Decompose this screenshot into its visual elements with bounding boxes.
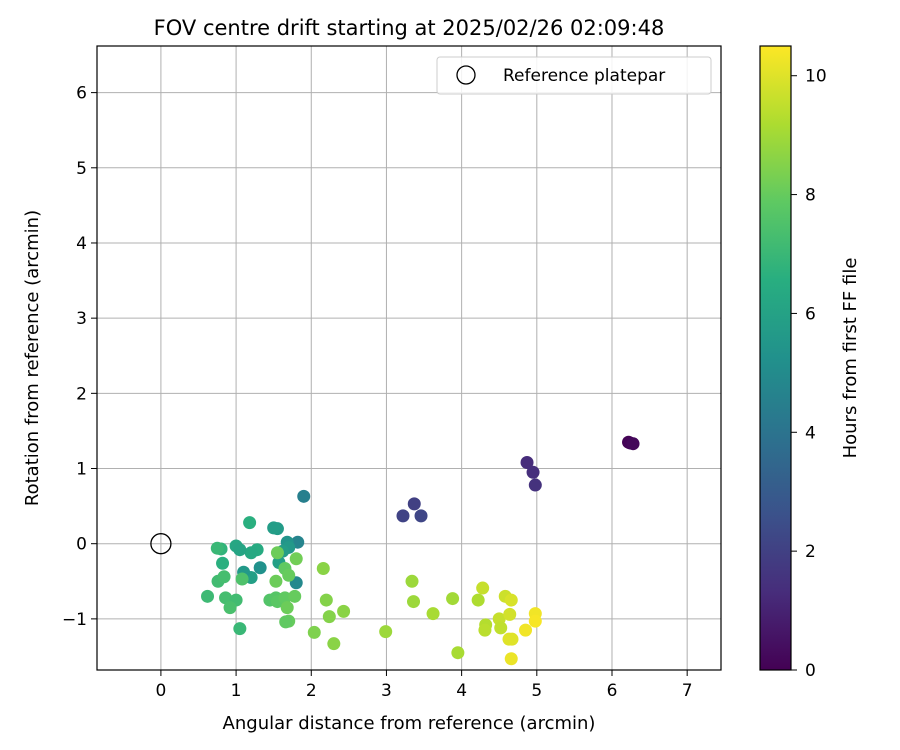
y-tick-label: −1 <box>62 610 87 630</box>
data-point <box>396 509 410 523</box>
data-point <box>407 595 421 609</box>
data-point <box>243 516 257 530</box>
x-tick-label: 1 <box>231 681 242 701</box>
data-point <box>327 637 341 651</box>
data-point <box>405 574 419 588</box>
y-tick-label: 2 <box>76 384 87 404</box>
data-points <box>201 435 640 666</box>
y-tick-label: 1 <box>76 460 87 480</box>
data-point <box>414 509 428 523</box>
data-point <box>451 646 465 660</box>
data-point <box>267 521 281 535</box>
x-tick-label: 3 <box>381 681 392 701</box>
data-point <box>216 556 230 570</box>
data-point <box>282 568 296 582</box>
reference-platepar-marker <box>150 533 172 555</box>
y-axis-label: Rotation from reference (arcmin) <box>22 210 43 506</box>
data-point <box>253 561 267 575</box>
colorbar-gradient <box>759 45 792 671</box>
colorbar-tick-label: 2 <box>805 542 816 562</box>
data-point <box>494 621 508 635</box>
x-tick-label: 6 <box>607 681 618 701</box>
data-point <box>503 607 517 621</box>
colorbar: 0 2 4 6 8 10 Hours from first FF file <box>759 45 861 681</box>
y-tick-label: 0 <box>76 535 87 555</box>
data-point <box>471 593 485 607</box>
data-point <box>478 623 492 637</box>
grid <box>97 46 721 670</box>
data-point <box>307 625 321 639</box>
data-point <box>528 614 542 628</box>
x-tick-label: 4 <box>456 681 467 701</box>
colorbar-tick-label: 6 <box>805 304 816 324</box>
x-axis-ticks: 0 1 2 3 4 5 6 7 <box>155 670 693 701</box>
data-point <box>379 625 393 639</box>
colorbar-tick-label: 8 <box>805 186 816 206</box>
chart-title: FOV centre drift starting at 2025/02/26 … <box>154 16 665 40</box>
data-point <box>297 489 311 503</box>
x-tick-label: 5 <box>531 681 542 701</box>
y-tick-label: 5 <box>76 159 87 179</box>
data-point <box>289 552 303 566</box>
reference-marker <box>150 533 172 555</box>
y-tick-label: 3 <box>76 309 87 329</box>
data-point <box>476 581 490 595</box>
data-point <box>233 543 247 557</box>
x-tick-label: 2 <box>306 681 317 701</box>
data-point <box>504 652 518 666</box>
colorbar-tick-label: 0 <box>805 661 816 681</box>
colorbar-label: Hours from first FF file <box>840 258 861 459</box>
x-tick-label: 7 <box>682 681 693 701</box>
data-point <box>288 589 302 603</box>
colorbar-tick-label: 10 <box>805 67 827 87</box>
data-point <box>446 592 460 606</box>
data-point <box>269 574 283 588</box>
data-point <box>322 610 336 624</box>
data-point <box>407 497 421 511</box>
data-point <box>201 589 215 603</box>
data-point <box>337 604 351 618</box>
y-tick-label: 4 <box>76 234 87 254</box>
data-point <box>426 607 440 621</box>
legend-label: Reference platepar <box>503 66 665 86</box>
data-point <box>279 615 293 629</box>
data-point <box>319 593 333 607</box>
x-axis-label: Angular distance from reference (arcmin) <box>223 713 596 734</box>
data-point <box>270 546 284 560</box>
data-point <box>505 632 519 646</box>
colorbar-tick-label: 4 <box>805 423 816 443</box>
data-point <box>316 562 330 576</box>
data-point <box>519 623 533 637</box>
x-tick-label: 0 <box>155 681 166 701</box>
colorbar-ticks: 0 2 4 6 8 10 <box>791 67 827 681</box>
data-point <box>526 465 540 479</box>
data-point <box>504 593 518 607</box>
legend-box <box>436 56 712 95</box>
y-tick-label: 6 <box>76 84 87 104</box>
data-point <box>235 572 249 586</box>
data-point <box>233 622 247 636</box>
legend: Reference platepar <box>436 56 712 95</box>
data-point <box>280 601 294 615</box>
data-point <box>210 541 224 555</box>
y-axis-ticks: −1 0 1 2 3 4 5 6 <box>62 84 97 630</box>
data-point <box>217 570 231 584</box>
legend-reference-marker-icon <box>456 65 476 85</box>
data-point <box>528 478 542 492</box>
data-point <box>219 591 233 605</box>
plot-frame <box>96 45 722 671</box>
data-point <box>626 437 640 451</box>
data-point <box>244 546 258 560</box>
data-point <box>223 601 237 615</box>
data-point <box>520 456 534 470</box>
data-point <box>278 591 292 605</box>
